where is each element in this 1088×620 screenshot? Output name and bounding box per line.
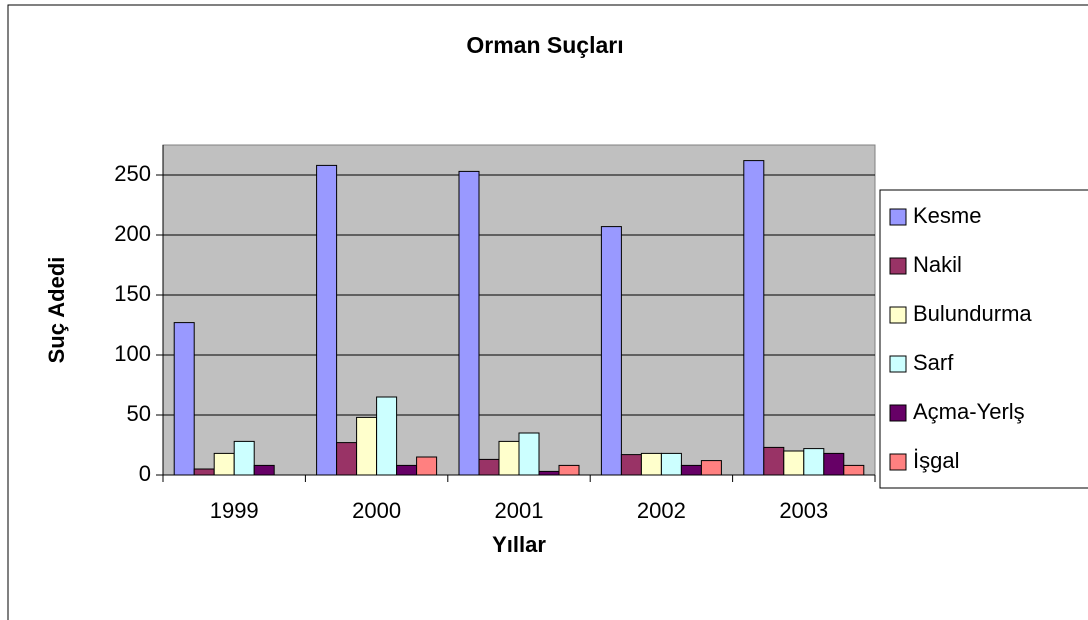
y-tick-label: 150 [114,281,151,306]
plot-area [162,144,876,476]
bar [558,464,580,476]
bar [823,452,845,476]
y-tick-label: 250 [114,161,151,186]
bar [498,440,520,476]
y-tick-label: 100 [114,341,151,366]
legend-swatch [889,208,907,226]
bar [700,460,722,476]
bar [376,396,398,476]
y-tick-label: 50 [127,401,151,426]
legend-swatch [889,306,907,324]
bar [518,432,540,476]
legend-label: Nakil [913,252,962,277]
bar [660,452,682,476]
legend-swatch [889,355,907,373]
chart-title: Orman Suçları [466,32,623,58]
x-axis-label: Yıllar [492,532,546,557]
legend-swatch [889,257,907,275]
x-tick-label: 2000 [352,498,401,523]
bar [193,468,215,476]
bar [538,470,560,476]
legend-label: Bulundurma [913,301,1032,326]
x-tick-label: 1999 [210,498,259,523]
legend-label: İşgal [913,448,959,473]
bar [680,464,702,476]
y-tick-label: 200 [114,221,151,246]
bar [783,450,805,476]
legend-label: Kesme [913,203,981,228]
bar [416,456,438,476]
bar [640,452,662,476]
bar [478,458,500,476]
legend-label: Sarf [913,350,954,375]
x-tick-label: 2003 [779,498,828,523]
bar [803,448,825,476]
x-tick-label: 2001 [495,498,544,523]
bar [620,454,642,476]
bar [173,322,195,476]
legend-swatch [889,453,907,471]
legend-label: Açma-Yerlş [913,399,1025,424]
bar [763,446,785,476]
bar [843,464,865,476]
bar [336,442,358,476]
bar [396,464,418,476]
legend-box [879,189,1088,489]
bar [213,452,235,476]
bar [356,416,378,476]
bar [458,170,480,476]
bar [233,440,255,476]
bar [600,226,622,476]
x-tick-label: 2002 [637,498,686,523]
bar [743,160,765,476]
bar [316,164,338,476]
legend-swatch [889,404,907,422]
y-axis-label: Suç Adedi [44,257,69,364]
bar [253,464,275,476]
y-tick-label: 0 [139,461,151,486]
